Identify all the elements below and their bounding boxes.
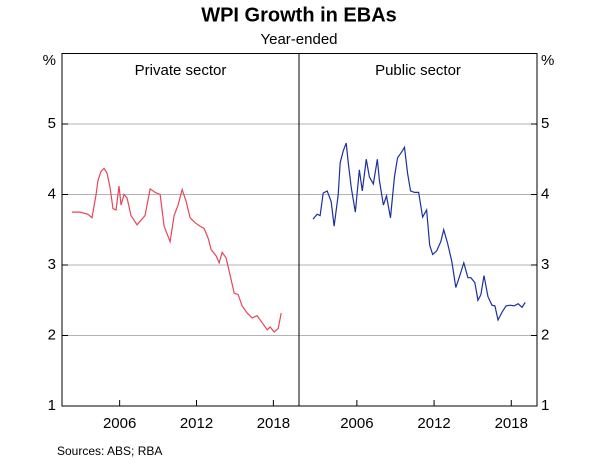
y-tick-label: 4: [541, 185, 549, 202]
x-tick-label: 2018: [257, 415, 290, 432]
chart-title: WPI Growth in EBAs: [201, 4, 397, 26]
panel-title: Private sector: [135, 62, 227, 79]
y-axis-unit: %: [43, 52, 56, 69]
x-tick-label: 2006: [340, 415, 373, 432]
y-tick-label: 2: [541, 326, 549, 343]
x-tick-label: 2018: [495, 415, 528, 432]
y-tick-label: 1: [541, 397, 549, 414]
x-tick-label: 2012: [417, 415, 450, 432]
y-tick-label: 5: [48, 115, 56, 132]
y-tick-label: 3: [48, 256, 56, 273]
y-tick-label: 2: [48, 326, 56, 343]
x-tick-label: 2012: [180, 415, 213, 432]
y-tick-label: 3: [541, 256, 549, 273]
source-note: Sources: ABS; RBA: [57, 444, 162, 458]
panel-title: Public sector: [375, 62, 461, 79]
y-tick-label: 4: [48, 185, 56, 202]
data-line: [71, 167, 282, 333]
y-tick-label: 5: [541, 115, 549, 132]
data-line: [312, 142, 526, 322]
y-tick-label: 1: [48, 397, 56, 414]
chart-subtitle: Year-ended: [260, 31, 337, 48]
x-tick-label: 2006: [103, 415, 136, 432]
y-axis-unit: %: [541, 52, 554, 69]
